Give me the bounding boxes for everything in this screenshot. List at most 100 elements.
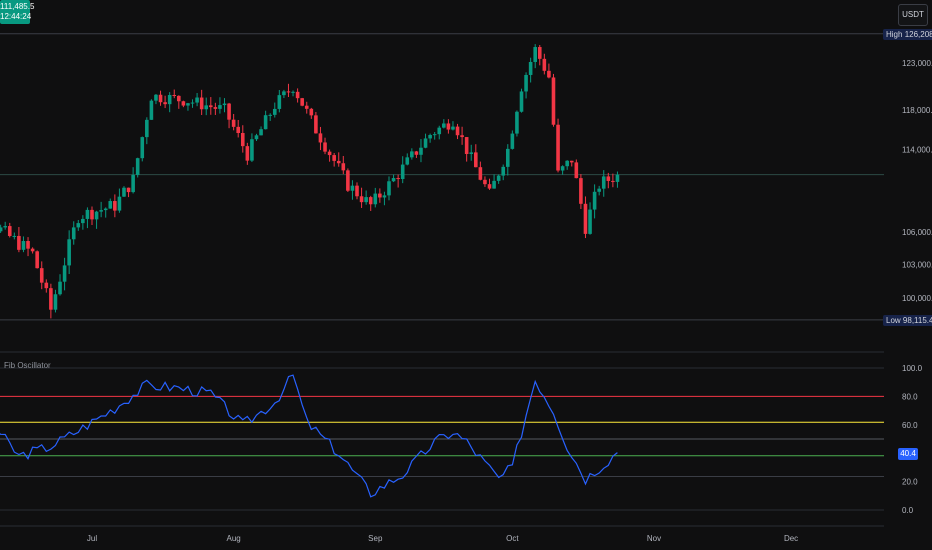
candle-body [222,103,227,106]
price-tick-label: 114,000.0 [902,145,932,154]
price-tick-label: 100,000.0 [902,294,932,303]
candle-body [149,100,154,120]
candle-body [314,115,318,134]
candle-body [259,129,263,136]
candle-body [346,170,350,191]
candle-body [364,197,368,203]
osc-tick-label: 80.0 [902,392,918,401]
candle-body [533,47,538,62]
candle-body [551,77,556,125]
candle-body [140,137,145,159]
price-tick-label: 103,000.0 [902,261,932,270]
candle-body [108,201,113,209]
oscillator-value-badge: 40.4 [898,448,918,460]
time-tick-label: Nov [647,534,661,543]
candle-body [67,239,71,266]
candle-body [597,188,601,192]
time-tick-label: Jul [87,534,97,543]
candle-body [592,191,597,210]
candle-body [158,94,163,103]
oscillator-title: Fib Oscillator [4,361,51,370]
candle-body [419,147,423,155]
time-tick-label: Oct [506,534,519,543]
candle-body [7,226,12,236]
low-marker: Low 98,115.4 [883,315,932,326]
candle-body [113,201,117,211]
candle-body [510,133,515,149]
candle-body [537,47,542,59]
candle-body [515,111,519,134]
candle-body [58,281,62,295]
candle-body [478,167,483,180]
candle-body [90,209,94,220]
candle-body [190,102,195,104]
candle-body [99,210,103,212]
osc-tick-label: 100.0 [902,364,923,373]
candle-body [135,158,140,175]
candle-body [519,91,524,112]
candle-body [250,139,254,161]
candle-body [451,126,455,130]
candle-body [154,94,158,101]
candle-body [76,223,81,228]
bar-countdown: 12:44:24 [0,12,32,21]
candle-body [145,119,149,138]
candle-body [323,142,327,152]
candle-body [437,127,442,135]
candle-body [94,211,99,220]
high-marker: High 126,208.5 [883,29,932,40]
candle-body [126,187,131,193]
candle-body [318,133,323,143]
candle-body [464,137,469,154]
candle-body [492,180,496,189]
price-tick-label: 118,000.0 [902,106,932,115]
candle-body [62,265,67,282]
candle-body [606,176,611,181]
candle-body [542,58,547,71]
candle-body [432,134,437,136]
candle-body [355,185,359,197]
candle-body [295,91,300,99]
low-value: 98,115.4 [902,316,932,325]
candle-body [167,94,172,105]
candle-body [560,166,565,171]
candle-body [460,135,464,138]
candle-body [405,157,410,165]
candle-body [309,108,314,116]
candle-body [117,196,122,211]
candle-body [35,251,39,269]
candle-body [131,174,135,193]
candle-body [268,114,272,116]
candle-body [528,61,533,75]
candle-body [304,105,309,109]
high-label: High [886,30,903,39]
candle-body [254,135,259,140]
candle-body [12,235,17,237]
candle-body [423,138,428,148]
candle-body [569,160,574,163]
osc-tick-label: 0.0 [902,506,914,515]
osc-tick-label: 20.0 [902,478,918,487]
candle-body [71,227,76,240]
candle-body [272,108,277,115]
candle-body [204,105,209,110]
candle-body [414,151,419,155]
currency-selector[interactable]: USDT [898,4,928,26]
candle-body [579,178,583,204]
candle-body [186,103,190,106]
candle-body [474,152,478,168]
candle-body [505,148,510,167]
candle-body [3,226,7,228]
candle-body [359,196,364,203]
candle-body [410,151,414,158]
candle-body [501,166,506,176]
candle-body [556,124,560,171]
candle-body [327,151,332,156]
oscillator-line [0,374,618,498]
candle-body [547,70,551,78]
candle-body [17,235,21,250]
candle-body [240,132,245,147]
candle-body [300,98,304,106]
time-tick-label: Dec [784,534,798,543]
